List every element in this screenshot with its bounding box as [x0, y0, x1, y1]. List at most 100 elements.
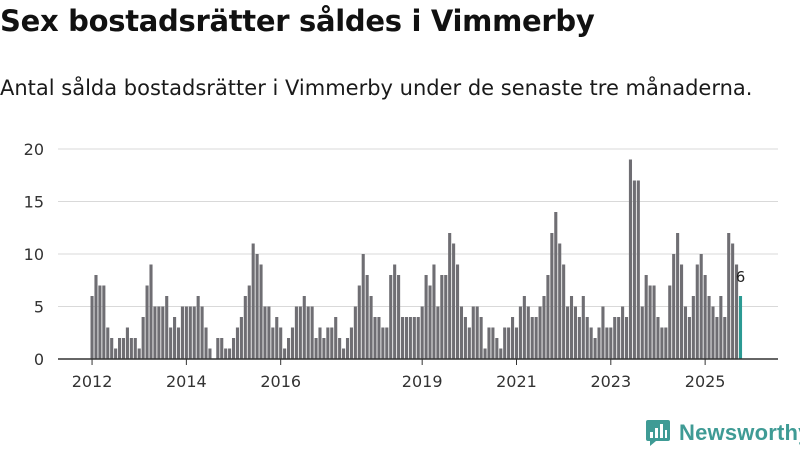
- bar: [310, 306, 314, 359]
- bar: [412, 317, 416, 359]
- bar: [617, 317, 621, 359]
- bar: [196, 296, 200, 359]
- bar: [448, 233, 452, 359]
- bar: [306, 306, 310, 359]
- bar: [302, 296, 306, 359]
- bar: [648, 285, 652, 359]
- bar: [318, 327, 322, 359]
- x-tick-label: 2014: [166, 372, 207, 391]
- gridlines: [58, 148, 778, 307]
- bar: [593, 338, 597, 359]
- chart-title: Sex bostadsrätter såldes i Vimmerby: [0, 4, 595, 38]
- bar: [200, 306, 204, 359]
- bar: [393, 264, 397, 359]
- bar: [534, 317, 538, 359]
- bar: [459, 306, 464, 359]
- bar: [279, 327, 283, 359]
- bar: [711, 306, 715, 359]
- bar: [169, 327, 173, 359]
- bar: [605, 327, 609, 359]
- bar: [204, 327, 208, 359]
- bar: [365, 275, 369, 359]
- y-tick-label: 10: [24, 245, 44, 264]
- latest-value-label: 6: [736, 268, 746, 286]
- bar: [491, 327, 495, 359]
- bar: [133, 338, 137, 359]
- bar: [145, 285, 149, 359]
- bar: [699, 254, 703, 359]
- bar: [672, 254, 676, 359]
- bar: [98, 285, 102, 359]
- bar: [538, 306, 542, 359]
- bar: [389, 275, 393, 359]
- y-tick-label: 5: [34, 298, 44, 317]
- bar: [224, 348, 228, 359]
- bar: [526, 306, 530, 359]
- bar: [621, 306, 625, 359]
- y-tick-label: 20: [24, 140, 44, 159]
- bar: [715, 317, 719, 359]
- bar: [294, 306, 298, 359]
- bar-chart: 0 5 10 15 20 2012 2014 2016 2019 2021 2023 2025 6: [24, 140, 778, 391]
- y-tick-label: 0: [34, 350, 44, 369]
- bar: [345, 338, 350, 359]
- bar: [314, 338, 318, 359]
- bar: [652, 285, 656, 359]
- bar: [731, 243, 735, 359]
- bar: [511, 317, 515, 359]
- bar: [271, 327, 275, 359]
- x-tick-label: 2021: [496, 372, 537, 391]
- bar: [349, 327, 353, 359]
- x-tick-label: 2019: [402, 372, 443, 391]
- bar: [118, 338, 122, 359]
- bar: [129, 338, 133, 359]
- bar: [569, 296, 574, 359]
- bar: [290, 327, 295, 359]
- bar: [518, 306, 522, 359]
- bar: [467, 327, 471, 359]
- bar: [326, 327, 330, 359]
- bar: [400, 317, 405, 359]
- bar: [668, 285, 672, 359]
- bar: [90, 296, 94, 359]
- bar: [562, 264, 566, 359]
- bar: [664, 327, 668, 359]
- bar: [239, 317, 243, 359]
- bar: [676, 233, 680, 359]
- bar: [369, 296, 373, 359]
- bar: [208, 348, 212, 359]
- bar: [719, 296, 723, 359]
- bar: [381, 327, 385, 359]
- bar: [216, 338, 220, 359]
- bar: [180, 306, 184, 359]
- bar: [149, 264, 153, 359]
- bar: [487, 327, 491, 359]
- bar: [723, 317, 727, 359]
- bar: [542, 296, 546, 359]
- bar: [483, 348, 487, 359]
- bar: [173, 317, 177, 359]
- bar: [416, 317, 420, 359]
- bar: [121, 338, 126, 359]
- bar: [385, 327, 389, 359]
- bar: [153, 306, 157, 359]
- bar: [479, 317, 483, 359]
- bar: [141, 317, 145, 359]
- bar: [251, 243, 255, 359]
- newsworthy-logo-icon: [646, 420, 670, 446]
- bar: [125, 327, 129, 359]
- bar: [424, 275, 428, 359]
- bar: [243, 296, 247, 359]
- bar: [628, 159, 633, 359]
- bar: [530, 317, 534, 359]
- bar: [577, 317, 581, 359]
- bar: [342, 348, 346, 359]
- bar: [463, 317, 467, 359]
- axes: 0 5 10 15 20 2012 2014 2016 2019 2021 2023 2025 6: [24, 140, 778, 391]
- bar: [353, 306, 357, 359]
- bar: [735, 264, 739, 359]
- bar: [176, 327, 181, 359]
- bar: [683, 306, 688, 359]
- bar: [550, 233, 554, 359]
- bar: [94, 275, 98, 359]
